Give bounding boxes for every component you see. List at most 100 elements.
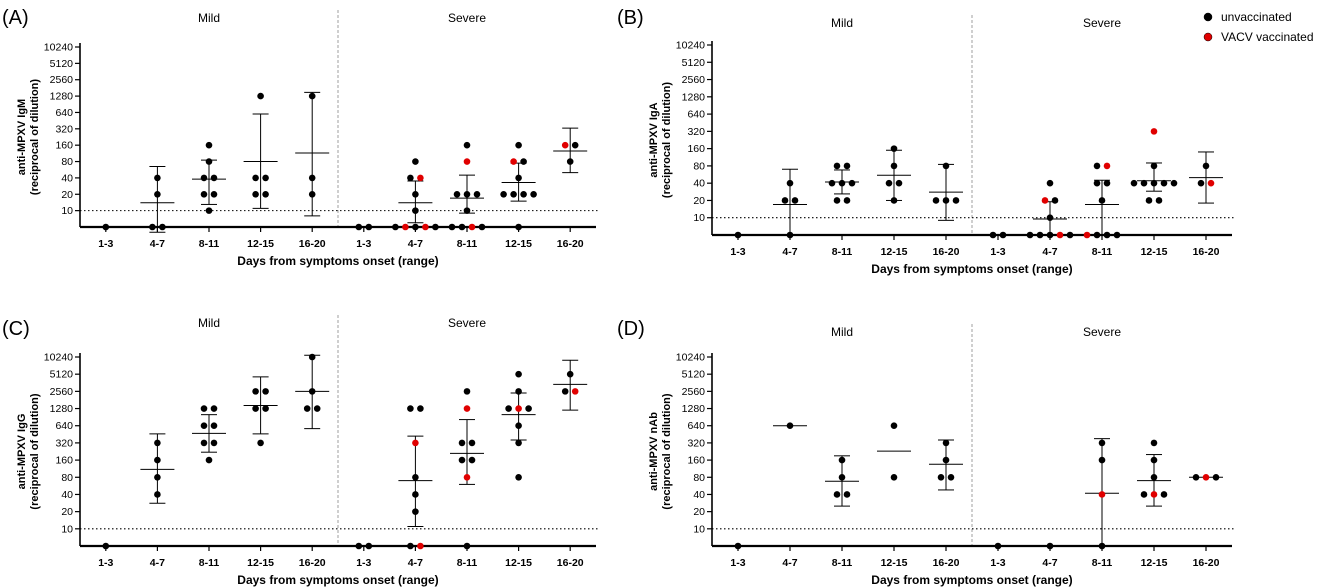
data-point-vaccinated [1150, 491, 1158, 498]
data-point-unvaccinated [262, 190, 269, 198]
y-tick-label: 10 [61, 205, 73, 217]
data-point-unvaccinated [1093, 162, 1101, 170]
group-label-mild: Mild [831, 16, 853, 30]
x-tick-label: 12-15 [247, 557, 274, 569]
y-tick-label: 20 [693, 195, 705, 207]
y-tick-label: 1280 [682, 91, 706, 103]
x-tick-label: 4-7 [782, 246, 797, 258]
y-tick-label: 320 [55, 437, 73, 449]
data-point-unvaccinated [1113, 231, 1121, 239]
data-point-unvaccinated [1150, 439, 1158, 447]
group-label-mild: Mild [198, 316, 220, 330]
data-point-unvaccinated [942, 197, 950, 204]
data-point-unvaccinated [791, 197, 799, 204]
x-tick-label: 1-3 [990, 557, 1005, 569]
y-tick-label: 160 [55, 140, 73, 152]
data-point-unvaccinated [154, 456, 161, 464]
data-point-unvaccinated [365, 542, 373, 550]
y-axis-label-line1: anti-MPXV IgM [16, 99, 28, 175]
data-point-unvaccinated [561, 388, 569, 395]
data-point-unvaccinated [500, 190, 507, 198]
y-tick-label: 5120 [682, 369, 706, 381]
data-point-unvaccinated [1046, 214, 1054, 222]
data-point-unvaccinated [412, 473, 419, 481]
data-point-unvaccinated [463, 190, 471, 198]
data-point-unvaccinated [210, 405, 218, 412]
y-tick-label: 160 [55, 455, 73, 467]
data-point-vaccinated [1056, 231, 1064, 239]
data-point-unvaccinated [786, 231, 794, 239]
y-tick-label: 40 [61, 172, 73, 184]
x-tick-label: 8-11 [457, 557, 478, 569]
x-tick-label: 1-3 [356, 238, 371, 250]
data-point-unvaccinated [210, 174, 218, 182]
data-point-unvaccinated [505, 405, 512, 412]
data-point-unvaccinated [895, 179, 903, 187]
data-point-unvaccinated [515, 141, 522, 149]
x-axis-label: Days from symptoms onset (range) [237, 573, 438, 587]
y-tick-label: 2560 [50, 386, 74, 398]
y-tick-label: 10 [61, 523, 73, 535]
data-point-unvaccinated [458, 223, 466, 231]
x-tick-label: 12-15 [505, 557, 532, 569]
x-tick-label: 1-3 [98, 557, 113, 569]
y-tick-label: 10 [693, 212, 705, 224]
y-tick-label: 1280 [50, 91, 74, 103]
data-point-unvaccinated [308, 353, 316, 361]
data-point-unvaccinated [942, 439, 950, 447]
y-axis-label-line1: anti-MPXV IgA [648, 102, 660, 177]
data-point-unvaccinated [520, 190, 527, 198]
data-point-unvaccinated [432, 223, 439, 231]
data-point-unvaccinated [463, 141, 471, 149]
panel-letter: (A) [2, 7, 29, 29]
data-point-unvaccinated [1103, 179, 1111, 187]
data-point-unvaccinated [515, 439, 522, 447]
data-point-vaccinated [1098, 491, 1106, 498]
data-point-unvaccinated [1140, 179, 1148, 187]
data-point-unvaccinated [1150, 473, 1158, 481]
data-point-unvaccinated [102, 542, 110, 550]
data-point-vaccinated [510, 158, 517, 165]
data-point-unvaccinated [734, 231, 742, 239]
y-tick-label: 320 [687, 126, 705, 138]
data-point-unvaccinated [303, 405, 311, 412]
data-point-unvaccinated [838, 179, 846, 187]
data-point-unvaccinated [200, 439, 208, 447]
data-point-unvaccinated [308, 174, 316, 182]
y-tick-label: 20 [61, 506, 73, 518]
y-tick-label: 640 [55, 420, 73, 432]
data-point-unvaccinated [407, 174, 414, 182]
data-point-unvaccinated [833, 197, 841, 204]
data-point-vaccinated [571, 388, 579, 395]
y-tick-label: 80 [693, 160, 705, 172]
legend-label: VACV vaccinated [1221, 30, 1314, 44]
x-tick-label: 16-20 [299, 238, 326, 250]
x-tick-label: 1-3 [98, 238, 113, 250]
y-tick-label: 320 [55, 123, 73, 135]
x-tick-label: 4-7 [1042, 557, 1057, 569]
data-point-unvaccinated [890, 473, 898, 481]
data-point-unvaccinated [252, 174, 259, 182]
data-point-unvaccinated [407, 405, 414, 412]
data-point-unvaccinated [890, 197, 898, 204]
y-tick-label: 10240 [676, 40, 705, 52]
data-point-unvaccinated [1051, 197, 1059, 204]
x-tick-label: 4-7 [782, 557, 797, 569]
data-point-unvaccinated [210, 422, 218, 430]
y-tick-label: 80 [693, 472, 705, 484]
y-tick-label: 20 [61, 189, 73, 201]
data-point-unvaccinated [571, 141, 579, 149]
data-point-unvaccinated [392, 223, 399, 231]
chart-panel-3: (C) Mild Severe 10 20 40 80 160 320 640 1280 2560 51… [2, 315, 598, 587]
data-point-unvaccinated [252, 388, 259, 395]
group-label-severe: Severe [1083, 325, 1121, 339]
data-point-unvaccinated [838, 473, 846, 481]
data-point-unvaccinated [205, 158, 213, 165]
x-axis-label: Days from symptoms onset (range) [871, 262, 1072, 276]
data-point-unvaccinated [262, 388, 269, 395]
data-point-unvaccinated [412, 190, 419, 198]
group-label-mild: Mild [198, 11, 220, 25]
y-tick-label: 5120 [50, 58, 74, 70]
x-tick-label: 12-15 [881, 557, 908, 569]
data-point-unvaccinated [1150, 456, 1158, 464]
